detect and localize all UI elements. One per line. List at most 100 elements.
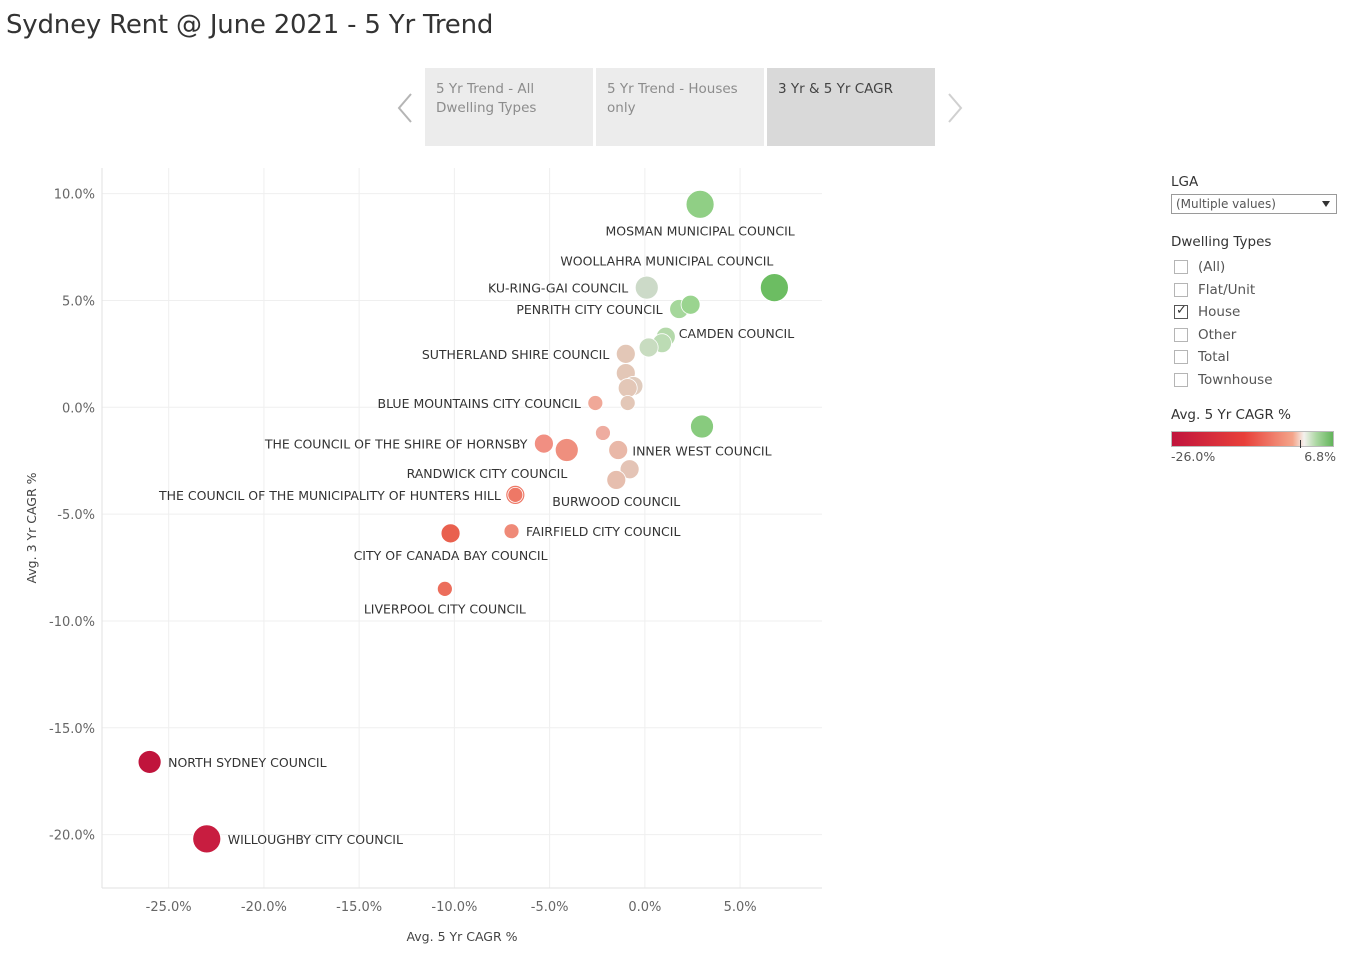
x-tick-label: -10.0% — [431, 900, 477, 915]
lga-dropdown[interactable]: (Multiple values) — [1171, 194, 1337, 214]
y-tick-label: 10.0% — [54, 188, 95, 203]
x-tick-label: 5.0% — [724, 900, 757, 915]
checkbox[interactable]: ✓ — [1174, 303, 1188, 320]
data-point — [690, 414, 714, 439]
lga-dropdown-value: (Multiple values) — [1176, 197, 1276, 211]
data-point — [587, 395, 604, 411]
data-point — [595, 425, 611, 441]
color-gradient-bar — [1171, 431, 1334, 448]
y-tick-label: 0.0% — [62, 401, 95, 416]
y-tick-label: 5.0% — [62, 294, 95, 309]
scatter-chart: -25.0% -20.0% -15.0% -10.0% -5.0% 0.0% 5.0% 10.… — [24, 168, 822, 944]
checkbox-label: Other — [1198, 326, 1237, 343]
point-label: THE COUNCIL OF THE SHIRE OF HORNSBY — [264, 437, 528, 452]
point-label: BLUE MOUNTAINS CITY COUNCIL — [378, 396, 581, 411]
point-label: RANDWICK CITY COUNCIL — [407, 466, 568, 481]
tab-label-line1: 5 Yr Trend - All — [436, 81, 535, 97]
y-axis-title: Avg. 3 Yr CAGR % — [24, 472, 39, 583]
page-title: Sydney Rent @ June 2021 - 5 Yr Trend — [6, 10, 494, 40]
point-label: BURWOOD COUNCIL — [552, 494, 680, 509]
data-point — [436, 580, 453, 597]
tab-5yr-trend-houses[interactable]: 5 Yr Trend - Houses only — [596, 68, 764, 146]
point-label: NORTH SYDNEY COUNCIL — [168, 755, 327, 770]
data-point — [137, 750, 162, 774]
data-point — [759, 273, 789, 303]
tab-label-line1: 3 Yr & 5 Yr CAGR — [778, 81, 894, 97]
gradient-marker — [1300, 440, 1301, 448]
tab-label-line2: only — [607, 100, 636, 116]
checkbox-label: Total — [1198, 349, 1230, 366]
caret-down-icon — [1322, 201, 1330, 207]
y-tick-label: -5.0% — [57, 508, 95, 523]
tab-label-line1: 5 Yr Trend - Houses — [607, 81, 738, 97]
data-point — [638, 337, 659, 358]
color-legend-title: Avg. 5 Yr CAGR % — [1171, 407, 1291, 423]
legend-max-label: 6.8% — [1304, 449, 1336, 464]
dwelling-option-all[interactable]: (All) — [1171, 256, 1341, 279]
checkbox[interactable] — [1174, 282, 1188, 297]
dwelling-types-checklist: (All) Flat/Unit ✓ House Other Total Townhouse — [1171, 256, 1341, 391]
data-point — [554, 438, 579, 462]
dwelling-option-other[interactable]: Other — [1171, 324, 1341, 347]
legend-min-label: -26.0% — [1171, 449, 1216, 464]
point-label: PENRITH CITY COUNCIL — [516, 302, 662, 317]
x-tick-label: -20.0% — [241, 900, 287, 915]
data-point — [608, 440, 629, 460]
point-label: KU-RING-GAI COUNCIL — [488, 281, 628, 296]
point-label: THE COUNCIL OF THE MUNICIPALITY OF HUNTE… — [158, 488, 501, 503]
checkbox-label: House — [1198, 304, 1241, 321]
data-point — [619, 459, 640, 480]
previous-sheet-button[interactable] — [394, 90, 416, 126]
dwelling-types-title: Dwelling Types — [1171, 234, 1272, 250]
dwelling-option-townhouse[interactable]: Townhouse — [1171, 369, 1341, 392]
data-point — [685, 189, 715, 219]
point-label: CITY OF CANADA BAY COUNCIL — [354, 548, 548, 563]
point-label: INNER WEST COUNCIL — [632, 444, 771, 459]
checkmark-icon: ✓ — [1176, 303, 1187, 319]
dwelling-option-total[interactable]: Total — [1171, 346, 1341, 369]
data-point — [606, 470, 627, 490]
checkbox[interactable] — [1174, 260, 1188, 275]
data-point — [503, 523, 520, 540]
dwelling-option-house[interactable]: ✓ House — [1171, 301, 1341, 324]
data-point — [617, 378, 638, 398]
data-point — [534, 433, 554, 454]
point-label: LIVERPOOL CITY COUNCIL — [364, 601, 526, 616]
checkbox[interactable] — [1174, 372, 1188, 387]
point-label: WILLOUGHBY CITY COUNCIL — [228, 832, 403, 847]
checkbox[interactable] — [1174, 350, 1188, 365]
data-points — [137, 189, 789, 854]
x-tick-label: -5.0% — [531, 900, 569, 915]
point-label: CAMDEN COUNCIL — [679, 326, 794, 341]
data-point — [680, 294, 701, 315]
next-sheet-button[interactable] — [944, 90, 966, 126]
y-tick-label: -20.0% — [49, 829, 95, 844]
filter-panel: LGA (Multiple values) Dwelling Types (Al… — [1171, 174, 1341, 464]
tick-labels: -25.0% -20.0% -15.0% -10.0% -5.0% 0.0% 5.0% 10.… — [49, 188, 757, 915]
checkbox[interactable] — [1174, 327, 1188, 342]
x-axis-title: Avg. 5 Yr CAGR % — [406, 929, 517, 944]
checkbox-label: (All) — [1198, 259, 1226, 276]
data-point — [507, 486, 524, 503]
checkbox-label: Flat/Unit — [1198, 281, 1256, 298]
gridlines — [101, 168, 822, 889]
data-point — [615, 343, 636, 364]
x-tick-label: -15.0% — [336, 900, 382, 915]
chevron-left-icon — [397, 93, 412, 123]
point-label: MOSMAN MUNICIPAL COUNCIL — [605, 223, 794, 238]
point-label: SUTHERLAND SHIRE COUNCIL — [422, 347, 610, 362]
lga-filter-title: LGA — [1171, 174, 1199, 190]
tab-cagr[interactable]: 3 Yr & 5 Yr CAGR — [767, 68, 935, 146]
point-label: WOOLLAHRA MUNICIPAL COUNCIL — [560, 254, 773, 269]
x-tick-label: -25.0% — [146, 900, 192, 915]
point-labels: MOSMAN MUNICIPAL COUNCIL WOOLLAHRA MUNICI… — [158, 223, 795, 847]
dwelling-option-flat-unit[interactable]: Flat/Unit — [1171, 279, 1341, 302]
tab-5yr-trend-all[interactable]: 5 Yr Trend - All Dwelling Types — [425, 68, 593, 146]
y-tick-label: -15.0% — [49, 722, 95, 737]
data-point — [192, 824, 222, 854]
data-point — [440, 523, 461, 544]
data-point — [619, 395, 636, 411]
tab-label-line2: Dwelling Types — [436, 100, 537, 116]
chevron-right-icon — [948, 93, 963, 123]
y-tick-label: -10.0% — [49, 615, 95, 630]
